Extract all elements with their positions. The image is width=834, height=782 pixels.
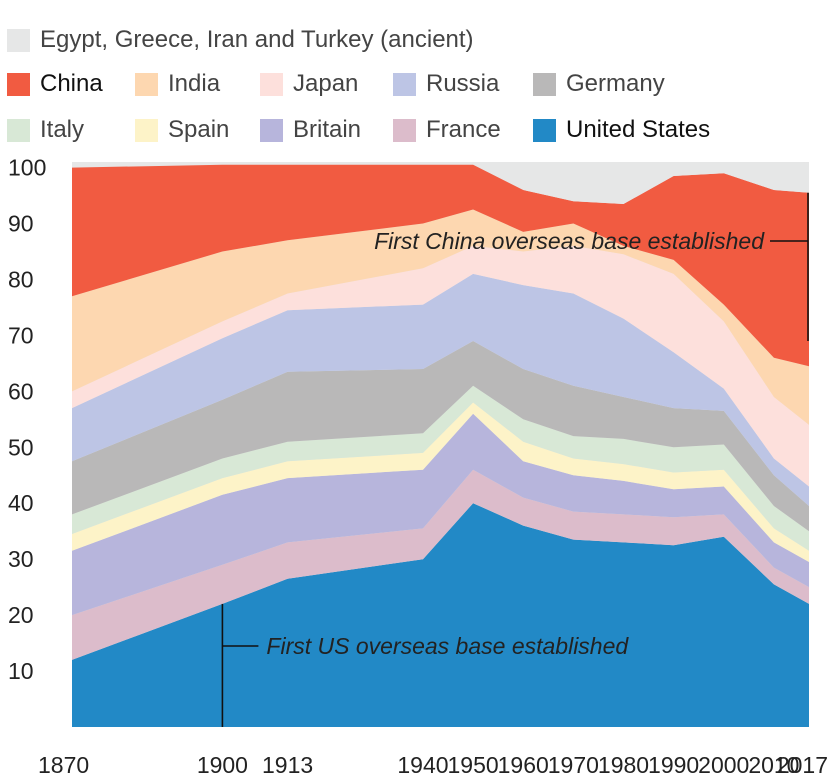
legend-label: Italy [40, 116, 85, 143]
x-tick-label: 1950 [448, 752, 499, 778]
chart-legend: Egypt, Greece, Iran and Turkey (ancient)… [0, 0, 834, 150]
x-tick-label: 1970 [548, 752, 599, 778]
legend-item-spain: Spain [135, 113, 229, 147]
area-china [72, 164, 809, 367]
area-russia [72, 273, 809, 506]
legend-item-france: France [393, 113, 501, 147]
legend-item-russia: Russia [393, 67, 499, 101]
legend-label: United States [566, 116, 711, 143]
legend-label: Japan [293, 70, 359, 97]
legend-swatch [393, 72, 416, 96]
x-tick-label: 1990 [648, 752, 699, 778]
area-italy [72, 385, 809, 551]
area-germany [72, 341, 809, 532]
area-france [72, 469, 809, 660]
legend-item-egypt-greece-iran-and-turkey-ancient: Egypt, Greece, Iran and Turkey (ancient) [7, 23, 474, 57]
x-tick-label: 2010 [748, 752, 799, 778]
y-tick-label: 80 [8, 266, 34, 292]
legend-label: Egypt, Greece, Iran and Turkey (ancient) [40, 26, 474, 53]
legend-swatch [7, 118, 30, 142]
legend-label: Germany [566, 70, 665, 97]
y-tick-label: 40 [8, 490, 34, 516]
legend-label: Spain [168, 116, 230, 143]
china-base-annotation: First China overseas base established [374, 228, 765, 254]
x-tick-label: 2000 [698, 752, 749, 778]
x-tick-label: 1960 [498, 752, 549, 778]
legend-swatch [7, 72, 30, 96]
y-tick-label: 60 [8, 378, 34, 404]
legend-label: China [40, 70, 103, 97]
y-tick-label: 100 [8, 155, 46, 181]
legend-label: Russia [426, 70, 500, 97]
legend-item-germany: Germany [533, 67, 665, 101]
x-tick-label: 1900 [197, 752, 248, 778]
us-base-annotation: First US overseas base established [266, 633, 629, 659]
x-tick-label: 1913 [262, 752, 313, 778]
y-tick-label: 50 [8, 434, 34, 460]
y-tick-label: 20 [8, 602, 34, 628]
area-spain [72, 402, 809, 562]
legend-item-italy: Italy [7, 113, 84, 147]
x-tick-label: 1940 [397, 752, 448, 778]
x-tick-label: 2017 [777, 752, 828, 778]
legend-label: India [168, 70, 221, 97]
legend-item-china: China [7, 67, 103, 101]
x-axis-ticks: 1870 1900 1913 1940195019601970198019902000… [38, 752, 828, 778]
legend-label: Britain [293, 116, 362, 143]
y-tick-label: 70 [8, 322, 34, 348]
legend-swatch [533, 118, 556, 142]
y-tick-label: 30 [8, 546, 34, 572]
legend-label: France [426, 116, 501, 143]
legend-swatch [260, 118, 283, 142]
y-tick-label: 10 [8, 658, 34, 684]
y-axis-ticks: 10 20 30 40 50 60 70 80 90 100 [8, 155, 46, 684]
y-tick-label: 90 [8, 211, 34, 237]
area-britain [72, 413, 809, 616]
legend-item-india: India [135, 67, 220, 101]
area-india [72, 209, 809, 425]
legend-item-britain: Britain [260, 113, 361, 147]
area-united-states [72, 503, 809, 727]
legend-swatch [393, 118, 416, 142]
area-japan [72, 245, 809, 487]
legend-swatch [135, 118, 158, 142]
legend-swatch [7, 28, 30, 52]
area-layers [72, 162, 809, 727]
legend-swatch [260, 72, 283, 96]
x-tick-label: 1870 [38, 752, 89, 778]
legend-item-united-states: United States [533, 113, 710, 147]
x-tick-label: 1980 [598, 752, 649, 778]
legend-item-japan: Japan [260, 67, 358, 101]
annotations: First US overseas base established First … [221, 192, 809, 727]
legend-swatch [135, 72, 158, 96]
legend-swatch [533, 72, 556, 96]
